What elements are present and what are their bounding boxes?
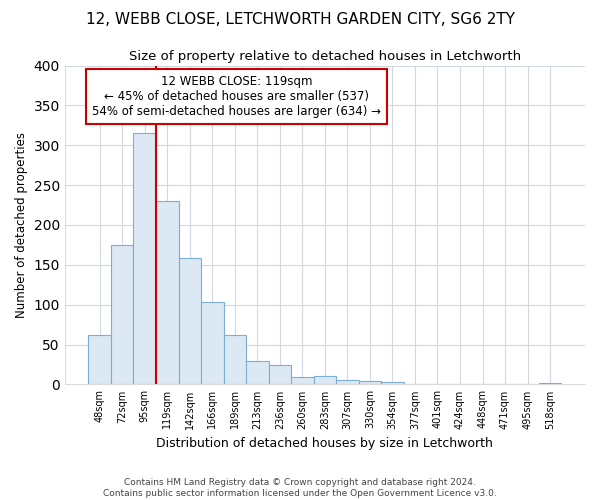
Bar xyxy=(314,376,336,384)
Bar xyxy=(539,383,562,384)
Bar xyxy=(359,381,381,384)
Title: Size of property relative to detached houses in Letchworth: Size of property relative to detached ho… xyxy=(129,50,521,63)
Bar xyxy=(246,362,269,384)
X-axis label: Distribution of detached houses by size in Letchworth: Distribution of detached houses by size … xyxy=(157,437,493,450)
Bar xyxy=(201,302,224,384)
Bar xyxy=(224,335,246,384)
Bar xyxy=(88,335,111,384)
Bar xyxy=(133,134,156,384)
Bar xyxy=(179,258,201,384)
Y-axis label: Number of detached properties: Number of detached properties xyxy=(15,132,28,318)
Bar xyxy=(156,201,179,384)
Text: 12 WEBB CLOSE: 119sqm
← 45% of detached houses are smaller (537)
54% of semi-det: 12 WEBB CLOSE: 119sqm ← 45% of detached … xyxy=(92,75,381,118)
Bar xyxy=(111,245,133,384)
Bar xyxy=(269,364,291,384)
Bar xyxy=(291,378,314,384)
Text: 12, WEBB CLOSE, LETCHWORTH GARDEN CITY, SG6 2TY: 12, WEBB CLOSE, LETCHWORTH GARDEN CITY, … xyxy=(86,12,515,28)
Bar xyxy=(336,380,359,384)
Text: Contains HM Land Registry data © Crown copyright and database right 2024.
Contai: Contains HM Land Registry data © Crown c… xyxy=(103,478,497,498)
Bar xyxy=(381,382,404,384)
